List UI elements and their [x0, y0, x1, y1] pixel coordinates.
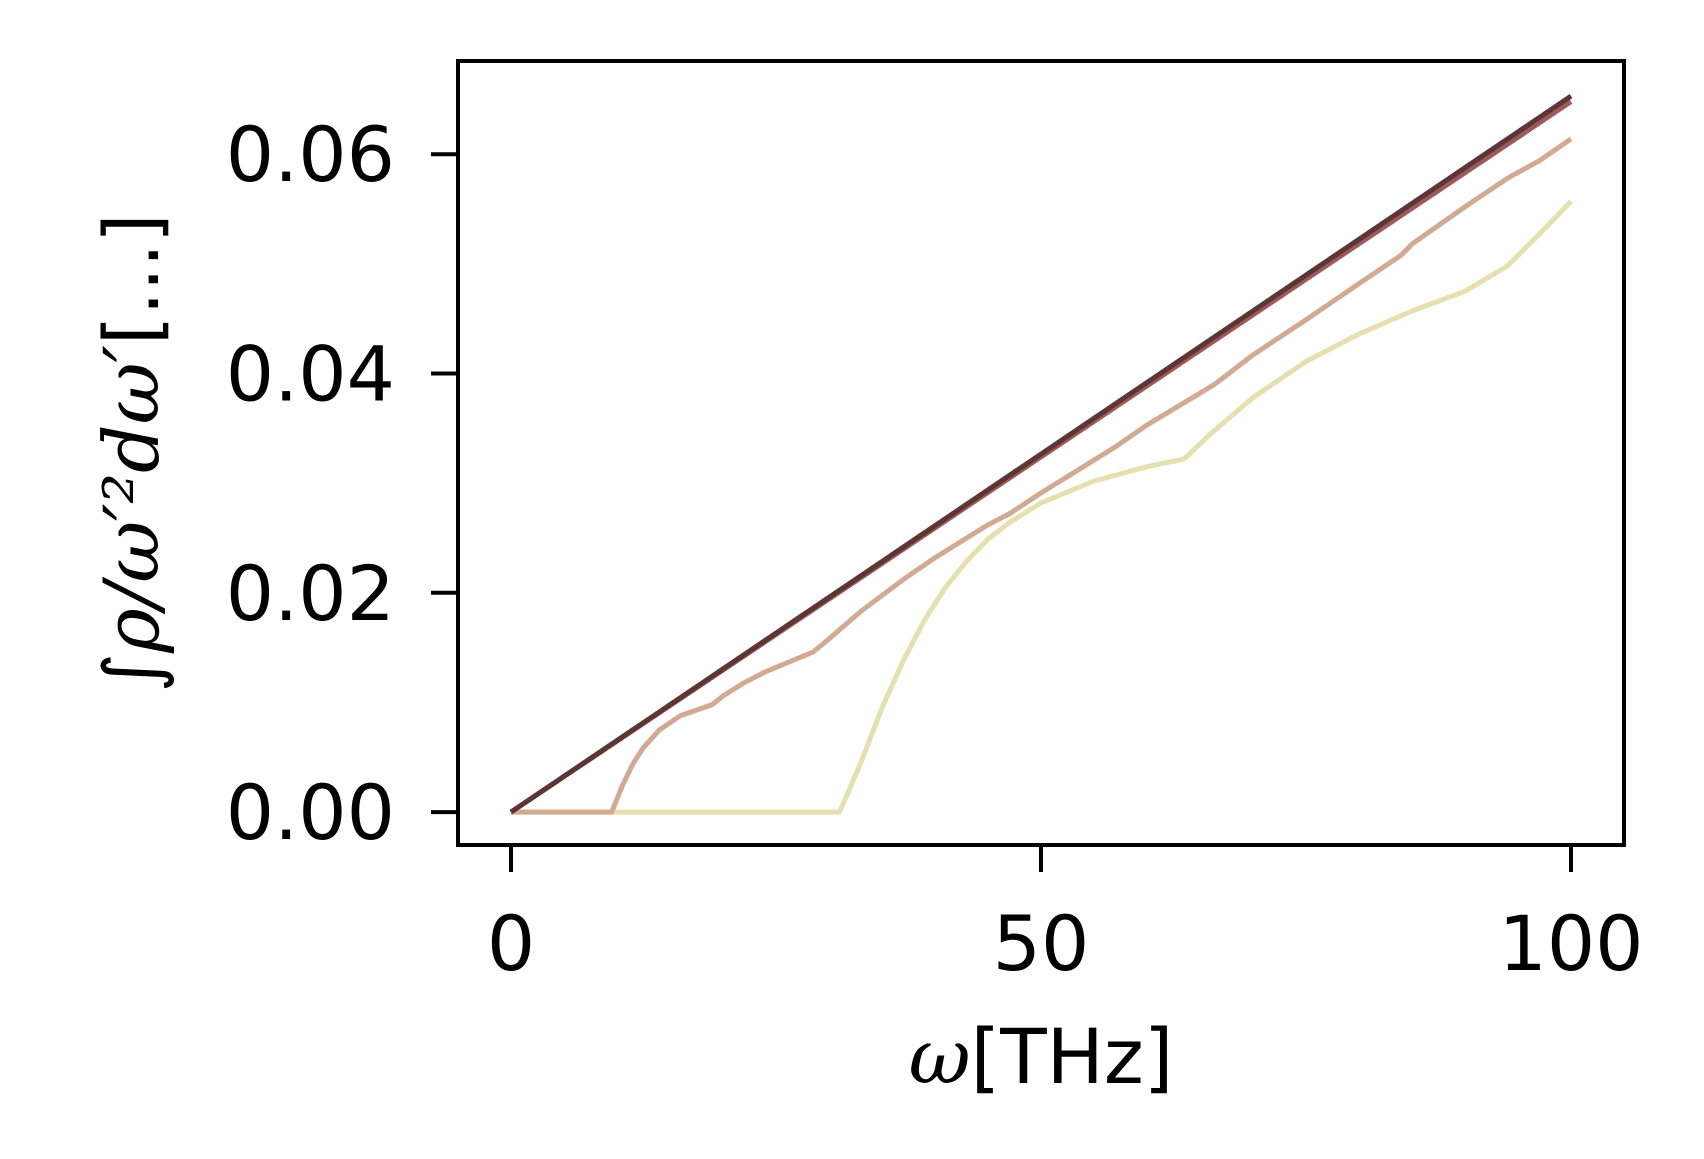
x-axis: 0 50 100 [487, 845, 1644, 988]
series-line-1 [511, 199, 1573, 815]
y-axis: 0.00 0.02 0.04 0.06 [226, 110, 458, 857]
x-axis-label-unit: [THz] [971, 1012, 1174, 1101]
y-tick-label: 0.06 [226, 110, 395, 199]
series-line-4 [509, 94, 1573, 815]
y-tick-label: 0.04 [226, 330, 395, 419]
x-axis-label: ω[THz] [909, 1012, 1174, 1101]
x-tick-label: 50 [993, 899, 1090, 988]
y-tick-label: 0.00 [226, 768, 395, 857]
series-line-2 [511, 136, 1573, 815]
y-axis-label-unit: [...] [87, 213, 176, 345]
y-axis-label: ∫ρ/ω′²dω′[...] [87, 213, 176, 692]
x-tick-label: 100 [1498, 899, 1643, 988]
x-tick-label: 0 [487, 899, 535, 988]
y-axis-label-integral: ∫ [87, 653, 176, 693]
y-tick-label: 0.02 [226, 549, 395, 638]
y-axis-label-body: ρ/ω′²dω′ [87, 345, 176, 654]
series-layer [509, 94, 1573, 815]
x-axis-label-symbol: ω [909, 1012, 971, 1101]
